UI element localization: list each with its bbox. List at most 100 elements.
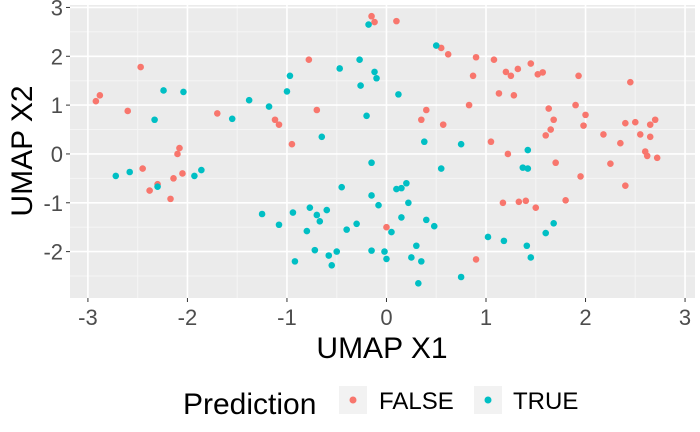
y-tick-label: 3 [51,0,63,20]
point-true [368,159,375,167]
point-false [472,53,480,61]
point-true [395,91,402,98]
x-tick-label: 1 [480,305,492,330]
point-false [275,121,283,128]
point-false [504,150,512,158]
point-true [365,21,372,28]
point-true [228,115,236,123]
point-true [357,82,364,89]
point-false [487,138,495,146]
point-true [523,242,531,250]
point-false [514,65,522,73]
point-false [495,90,503,97]
point-false [437,44,445,52]
point-false [92,97,100,105]
legend-title: Prediction [183,388,316,421]
point-false [532,204,540,211]
point-false [213,110,221,117]
point-false [646,133,654,141]
point-false [651,116,659,124]
point-false [179,170,186,177]
point-false [580,122,587,129]
point-true [318,133,326,141]
point-false [653,154,661,162]
point-false [499,199,507,207]
point-true [457,140,465,148]
x-tick-label: -1 [277,305,297,330]
point-true [418,258,425,265]
point-false [552,159,559,167]
point-false [439,121,447,128]
point-false [176,144,183,152]
point-true [311,246,319,254]
point-false [522,197,530,205]
point-true [333,248,341,255]
point-false [313,106,321,114]
point-false [418,116,425,124]
point-true [524,146,532,154]
point-true [413,242,420,250]
y-tick-label: -2 [43,240,63,265]
point-true [289,209,297,216]
point-false [622,119,629,127]
point-false [174,150,181,158]
point-true [398,184,405,192]
point-true [112,172,120,180]
point-false [368,12,375,20]
point-true [325,252,333,259]
point-true [388,228,395,236]
point-true [383,255,390,263]
point-true [519,164,527,171]
point-true [191,172,198,180]
point-false [515,198,523,206]
point-true [126,168,134,176]
point-false [510,92,518,99]
major-gridlines [70,5,695,298]
point-false [646,121,654,128]
point-true [151,116,158,124]
y-tick-label: 0 [51,142,63,167]
point-true [408,254,415,261]
point-false [547,126,554,133]
point-true [338,183,345,191]
point-true [457,273,465,281]
point-true [368,247,375,254]
point-true [422,216,430,224]
x-tick-label: 0 [380,305,392,330]
point-true [430,222,438,230]
point-true [283,88,291,95]
point-false [271,116,279,124]
point-false [490,56,498,63]
point-false [444,51,452,58]
point-false [527,60,535,67]
point-true [403,179,410,187]
point-false [627,78,634,86]
point-true [303,227,311,235]
point-false [582,111,589,119]
point-false [507,72,515,80]
point-false [539,69,547,76]
point-true [245,96,253,104]
point-false [617,139,624,147]
point-true [542,229,550,237]
y-axis-ticks: -2 -1 0 1 2 3 [43,0,70,265]
point-true [405,199,412,207]
series-true [112,21,557,287]
point-true [160,87,167,94]
x-tick-label: 2 [579,305,591,330]
point-false [96,92,104,99]
point-true [180,88,187,96]
y-tick-label: 2 [51,44,63,69]
point-true [484,233,492,241]
legend-label-false: FALSE [379,388,454,415]
point-false [383,223,390,231]
point-false [422,106,430,114]
point-false [502,68,510,76]
legend-marker-true [484,396,492,404]
data-points [92,12,661,287]
point-true [316,218,324,225]
point-false [534,71,542,78]
y-tick-label: 1 [51,93,63,118]
legend: Prediction FALSE TRUE [183,386,578,421]
point-false [146,187,153,194]
